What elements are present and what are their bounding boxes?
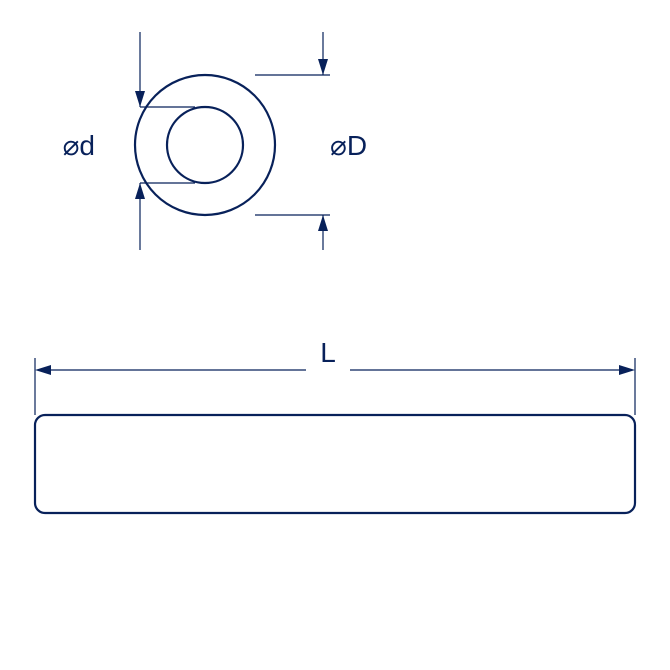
label-length: L [320,337,336,368]
arrowhead [318,215,328,231]
arrowhead [35,365,51,375]
arrowhead [135,91,145,107]
technical-drawing: ⌀d ⌀D L [0,0,670,670]
arrowhead [619,365,635,375]
arrowhead [135,183,145,199]
side-view [35,358,635,513]
tube-side-outline [35,415,635,513]
label-inner-diameter: ⌀d [63,130,95,161]
inner-circle [167,107,243,183]
label-outer-diameter: ⌀D [330,130,367,161]
outer-circle [135,75,275,215]
end-view [135,32,330,250]
arrowhead [318,59,328,75]
